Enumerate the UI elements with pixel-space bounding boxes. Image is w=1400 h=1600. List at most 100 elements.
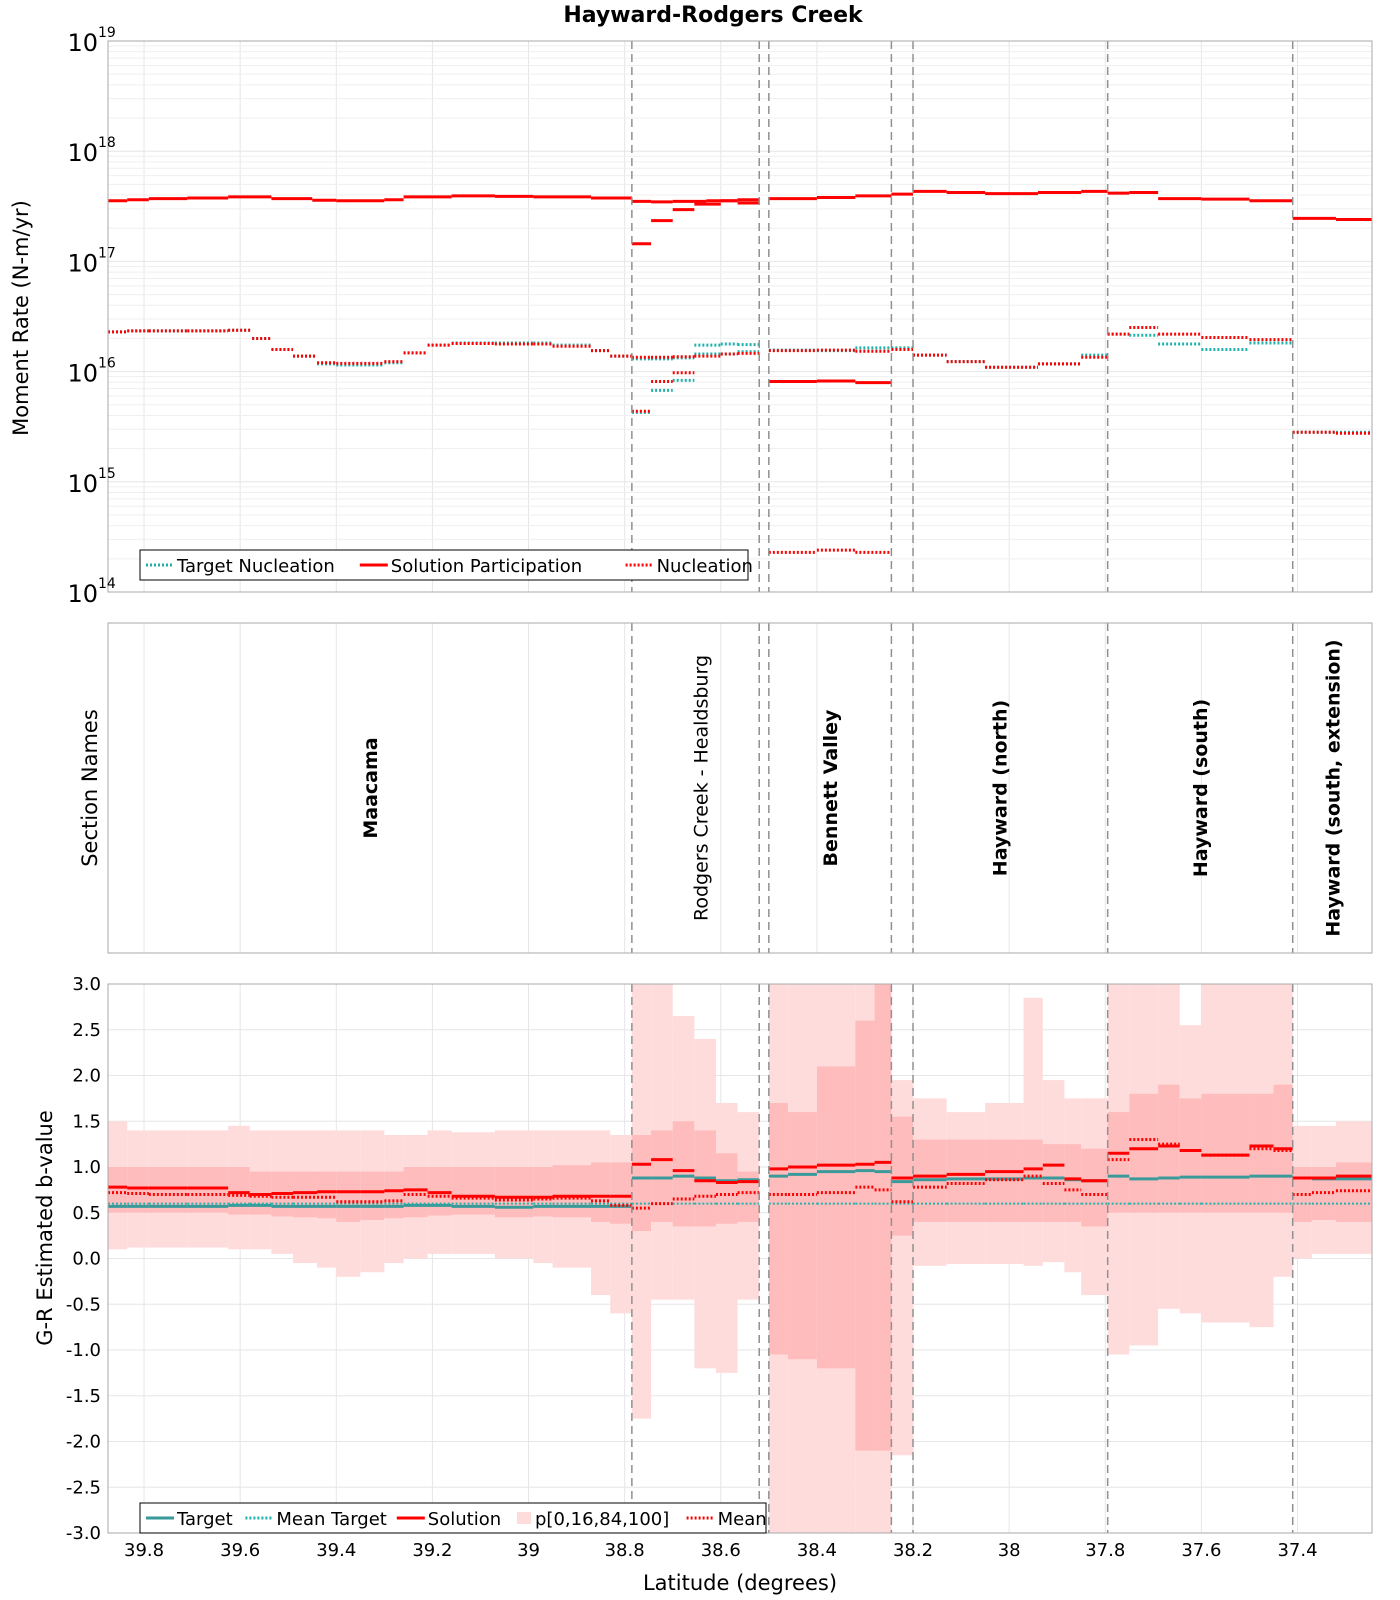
- section-name: Hayward (north): [990, 700, 1012, 876]
- x-tick-label: 39.2: [412, 1540, 452, 1561]
- y-tick-label: 10: [67, 470, 98, 498]
- series-lines: [108, 189, 1372, 1210]
- x-tick-label: 38.8: [605, 1540, 645, 1561]
- band-inner: [293, 1171, 318, 1218]
- x-tick-label: 39.6: [220, 1540, 260, 1561]
- x-tick-label: 38.6: [701, 1540, 741, 1561]
- section-name: Bennett Valley: [820, 709, 842, 866]
- legend-label: Target Nucleation: [176, 556, 335, 577]
- y-tick-exponent: 14: [98, 576, 116, 592]
- band-inner: [946, 1139, 986, 1222]
- y-tick-label: 10: [67, 29, 98, 57]
- band-inner: [108, 1167, 128, 1213]
- legend-label: Nucleation: [657, 556, 753, 577]
- band-inner: [1023, 1139, 1043, 1222]
- band-inner: [384, 1171, 404, 1219]
- legend-label: Solution Participation: [391, 556, 582, 577]
- band-outer: [610, 1134, 632, 1314]
- percentile-bands: [108, 984, 1372, 1533]
- x-tick-label: 38.4: [797, 1540, 837, 1561]
- chart-title: Hayward-Rodgers Creek: [563, 3, 864, 28]
- band-inner: [1129, 1093, 1159, 1213]
- y-tick-label: 3.0: [72, 974, 101, 995]
- band-inner: [552, 1165, 592, 1218]
- band-inner: [610, 1162, 632, 1224]
- band-inner: [768, 1102, 789, 1355]
- band-inner: [127, 1167, 149, 1213]
- band-inner: [631, 1134, 652, 1232]
- y-tick-label: -0.5: [66, 1294, 101, 1315]
- band-inner: [788, 1112, 817, 1360]
- panel-frame: [107, 40, 1373, 593]
- band-outer: [715, 1102, 738, 1373]
- x-tick-label: 37.4: [1277, 1540, 1317, 1561]
- section-boundaries: [631, 41, 1294, 1533]
- band-inner: [360, 1171, 385, 1221]
- band-inner: [228, 1167, 250, 1215]
- legend-label: p[0,16,84,100]: [535, 1509, 669, 1530]
- y-tick-exponent: 16: [98, 356, 116, 372]
- y-tick-label: 10: [67, 580, 98, 608]
- band-inner: [672, 1121, 695, 1227]
- y-tick-label: -1.5: [66, 1386, 101, 1407]
- band-inner: [891, 1116, 914, 1236]
- y-tick-exponent: 18: [98, 135, 116, 151]
- band-inner: [1201, 1093, 1250, 1213]
- x-tick-label: 39.4: [316, 1540, 356, 1561]
- legends: Target Nucleation Solution Participation N…: [139, 549, 767, 1534]
- band-outer: [1023, 997, 1043, 1266]
- y-axis-label-section-names: Section Names: [78, 709, 102, 867]
- section-name: Hayward (south): [1190, 699, 1212, 877]
- legend-label: Mean: [718, 1509, 767, 1530]
- y-axis-label-b-value: G-R Estimated b-value: [33, 1110, 57, 1346]
- y-tick-label: -2.5: [66, 1477, 101, 1498]
- band-inner: [855, 1020, 875, 1451]
- section-name: Rodgers Creek - Healdsburg: [690, 655, 712, 921]
- band-inner: [874, 984, 892, 1451]
- x-tick-label: 39.8: [124, 1540, 164, 1561]
- y-tick-label: 2.5: [72, 1020, 101, 1041]
- y-tick-label: 0.0: [72, 1249, 101, 1270]
- band-inner: [816, 1066, 856, 1369]
- x-tick-label: 38: [998, 1540, 1021, 1561]
- grid-lines: [108, 40, 1372, 1534]
- band-inner: [1335, 1162, 1372, 1222]
- band-inner: [1249, 1093, 1274, 1213]
- y-tick-label: 2.0: [72, 1066, 101, 1087]
- legend-swatch: [517, 1512, 531, 1524]
- section-name-labels: Maacama Rodgers Creek - Healdsburg Bennett…: [360, 639, 1344, 936]
- band-inner: [403, 1167, 428, 1218]
- y-tick-label: 10: [67, 360, 98, 388]
- y-tick-exponent: 17: [98, 245, 116, 261]
- band-inner: [1081, 1148, 1108, 1227]
- y-tick-label: -2.0: [66, 1432, 101, 1453]
- x-axis-label: Latitude (degrees): [643, 1571, 837, 1595]
- x-tick-label: 38.2: [893, 1540, 933, 1561]
- band-inner: [1042, 1144, 1065, 1222]
- section-name: Hayward (south, extension): [1322, 639, 1344, 936]
- x-tick-label: 37.8: [1085, 1540, 1125, 1561]
- y-tick-label: 1.5: [72, 1111, 101, 1132]
- y-tick-label: -1.0: [66, 1340, 101, 1361]
- legend-label: Target: [176, 1509, 233, 1530]
- band-inner: [1158, 1084, 1180, 1213]
- y-tick-exponent: 15: [98, 466, 116, 482]
- band-inner: [715, 1153, 738, 1224]
- band-inner: [1064, 1144, 1082, 1222]
- y-axis-label-moment-rate: Moment Rate (N-m/yr): [9, 200, 33, 436]
- tick-labels: 39.8 39.6 39.4 39.2 39 38.8 38.6 38.4 38.2 38 37.8…: [66, 25, 1318, 1561]
- band-inner: [591, 1162, 611, 1222]
- y-tick-label: 10: [67, 139, 98, 167]
- y-tick-label: -3.0: [66, 1523, 101, 1544]
- x-tick-label: 39: [517, 1540, 540, 1561]
- y-tick-label: 1.0: [72, 1157, 101, 1178]
- band-inner: [737, 1171, 760, 1222]
- band-inner: [1179, 1098, 1202, 1213]
- panel-frame: [107, 622, 1373, 954]
- y-tick-label: 0.5: [72, 1203, 101, 1224]
- y-tick-label: 10: [67, 249, 98, 277]
- band-inner: [533, 1167, 553, 1217]
- band-inner: [317, 1171, 337, 1219]
- legend-label: Solution: [428, 1509, 501, 1530]
